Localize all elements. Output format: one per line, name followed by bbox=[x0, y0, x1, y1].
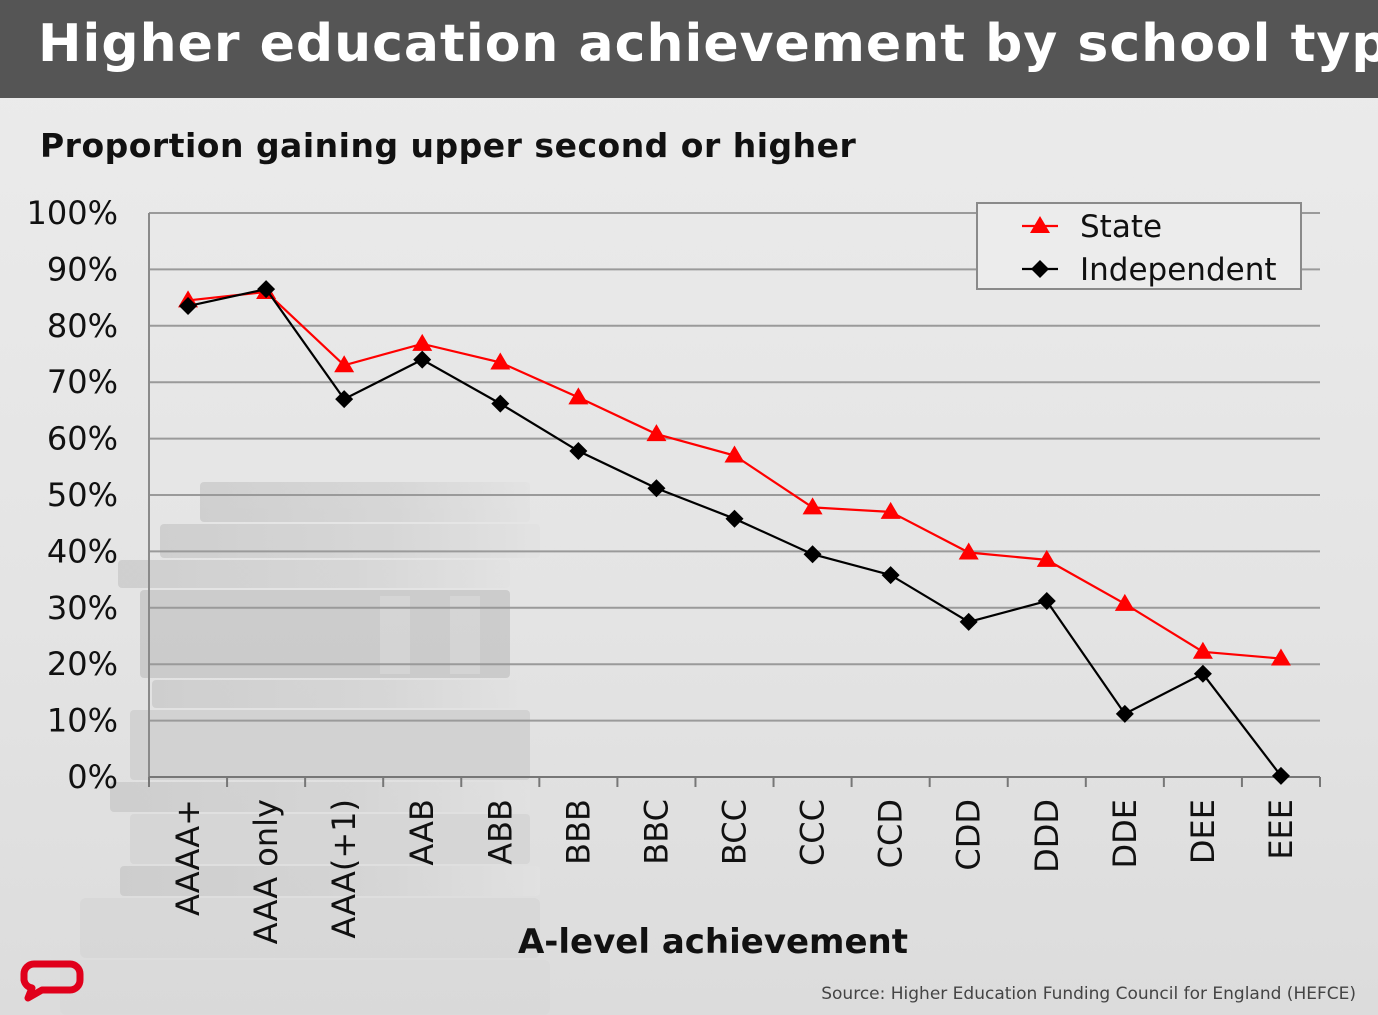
x-tick-label: AAB bbox=[403, 799, 441, 866]
y-tick-label: 50% bbox=[47, 476, 118, 514]
x-tick-label: DDE bbox=[1106, 799, 1144, 869]
independent-data-point bbox=[1271, 766, 1290, 785]
speech-bubble-logo-icon bbox=[20, 960, 84, 1002]
state-data-point bbox=[1270, 648, 1291, 666]
legend-marker bbox=[1031, 260, 1049, 278]
independent-data-point bbox=[335, 390, 354, 409]
state-data-point bbox=[1114, 593, 1135, 611]
independent-data-point bbox=[647, 479, 666, 498]
independent-data-point bbox=[1037, 592, 1056, 611]
state-data-point bbox=[568, 387, 589, 405]
independent-data-point bbox=[491, 394, 510, 413]
x-tick-label: DDD bbox=[1028, 799, 1066, 873]
independent-data-point bbox=[413, 350, 432, 369]
y-tick-label: 70% bbox=[47, 363, 118, 401]
y-tick-label: 30% bbox=[47, 589, 118, 627]
state-data-point bbox=[1192, 641, 1213, 659]
state-data-point bbox=[334, 355, 355, 373]
state-data-point bbox=[490, 352, 511, 370]
state-data-point bbox=[724, 445, 745, 463]
state-data-point bbox=[646, 424, 667, 442]
independent-data-point bbox=[569, 442, 588, 461]
chart-subtitle: Proportion gaining upper second or highe… bbox=[40, 126, 857, 165]
state-data-point bbox=[880, 501, 901, 519]
independent-data-point bbox=[959, 612, 978, 631]
state-data-point bbox=[958, 542, 979, 560]
legend-label: State bbox=[1080, 209, 1162, 245]
state-data-point bbox=[412, 333, 433, 351]
x-tick-label: BBC bbox=[637, 799, 675, 865]
x-tick-label: CCD bbox=[872, 799, 910, 868]
y-tick-label: 60% bbox=[47, 420, 118, 458]
independent-data-point bbox=[179, 297, 198, 316]
y-tick-label: 40% bbox=[47, 532, 118, 570]
y-tick-label: 0% bbox=[67, 758, 118, 796]
legend-label: Independent bbox=[1080, 252, 1277, 288]
y-tick-label: 100% bbox=[27, 194, 118, 232]
x-tick-label: AAAA+ bbox=[169, 799, 207, 916]
x-tick-label: EEE bbox=[1262, 799, 1300, 860]
legend-box bbox=[976, 202, 1302, 290]
y-tick-label: 80% bbox=[47, 307, 118, 345]
y-tick-label: 20% bbox=[47, 645, 118, 683]
x-axis-label: A-level achievement bbox=[518, 922, 908, 962]
header-bar: Higher education achievement by school t… bbox=[0, 0, 1378, 98]
x-tick-label: DEE bbox=[1184, 799, 1222, 864]
x-tick-label: CCC bbox=[794, 799, 832, 866]
independent-data-point bbox=[803, 545, 822, 564]
state-data-point bbox=[802, 497, 823, 515]
independent-data-point bbox=[1193, 664, 1212, 683]
legend-marker bbox=[1030, 216, 1050, 233]
independent-data-point bbox=[881, 566, 900, 585]
state-data-point bbox=[1036, 549, 1057, 567]
x-tick-label: BCC bbox=[716, 799, 754, 865]
chart-legend: State Independent bbox=[976, 202, 1302, 290]
y-tick-label: 90% bbox=[47, 250, 118, 288]
independent-data-point bbox=[725, 509, 744, 528]
x-tick-label: AAA(+1) bbox=[325, 799, 363, 939]
independent-data-point bbox=[1115, 704, 1134, 723]
independent-data-point bbox=[257, 280, 276, 299]
x-tick-label: CDD bbox=[950, 799, 988, 871]
state-series-line bbox=[187, 290, 1282, 660]
x-tick-label: BBB bbox=[559, 799, 597, 865]
x-tick-label: AAA only bbox=[247, 799, 285, 944]
y-tick-label: 10% bbox=[47, 702, 118, 740]
page-title: Higher education achievement by school t… bbox=[38, 14, 1378, 74]
x-tick-label: ABB bbox=[481, 799, 519, 865]
source-credit: Source: Higher Education Funding Council… bbox=[821, 984, 1356, 1004]
